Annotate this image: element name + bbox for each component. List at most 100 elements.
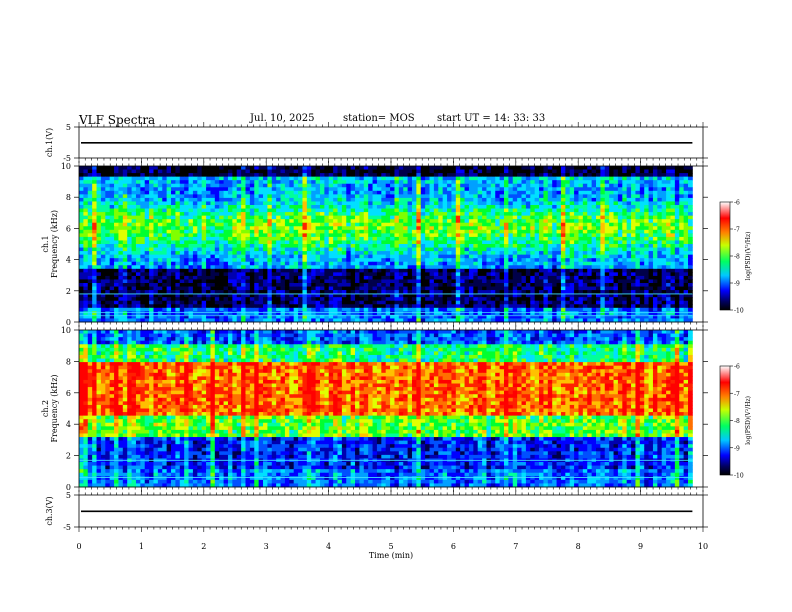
spectrogram-cell: [280, 212, 286, 217]
spectrogram-cell: [512, 197, 518, 202]
spectrogram-cell: [574, 251, 579, 256]
spectrogram-cell: [460, 240, 465, 245]
spectrogram-cell: [289, 219, 295, 224]
spectrogram-cell: [92, 166, 97, 170]
spectrogram-cell: [385, 261, 391, 266]
spectrogram-cell: [447, 254, 452, 259]
spectrogram-cell: [596, 240, 601, 245]
spectrogram-cell: [289, 180, 295, 185]
spectrogram-cell: [96, 233, 102, 238]
spectrogram-cell: [171, 219, 176, 224]
spectrogram-cell: [508, 265, 514, 270]
spectrogram-cell: [298, 268, 303, 273]
spectrogram-cell: [635, 194, 641, 199]
spectrogram-cell: [626, 265, 632, 270]
spectrogram-cell: [135, 201, 141, 206]
spectrogram-cell: [214, 176, 220, 181]
spectrogram-cell: [477, 244, 483, 248]
spectrogram-cell: [622, 247, 628, 252]
spectrogram-cell: [140, 254, 146, 259]
spectrogram-cell: [87, 247, 93, 252]
spectrogram-cell: [683, 283, 689, 287]
spectrogram-cell: [122, 283, 128, 287]
spectrogram-cell: [556, 208, 562, 213]
spectrogram-cell: [429, 265, 435, 270]
spectrogram-cell: [311, 173, 316, 178]
spectrogram-cell: [390, 247, 395, 252]
spectrogram-cell: [114, 180, 119, 185]
spectrogram-cell: [679, 219, 685, 224]
spectrogram-cell: [613, 187, 619, 192]
spectrogram-cell: [92, 208, 97, 213]
spectrogram-cell: [468, 205, 474, 209]
spectrogram-cell: [578, 208, 584, 213]
spectrogram-cell: [355, 215, 360, 220]
spectrogram-cell: [657, 261, 663, 266]
spectrogram-cell: [284, 166, 290, 170]
spectrogram-cell: [455, 219, 461, 224]
spectrogram-cell: [574, 229, 579, 234]
spectrogram-cell: [609, 166, 614, 170]
spectrogram-cell: [635, 205, 641, 209]
spectrogram-cell: [359, 197, 365, 202]
spectrogram-cell: [670, 197, 676, 202]
spectrogram-cell: [666, 222, 671, 227]
spectrogram-cell: [105, 229, 111, 234]
spectrogram-cell: [284, 247, 290, 252]
spectrogram-cell: [508, 236, 514, 241]
spectrogram-cell: [582, 279, 588, 284]
spectrogram-cell: [451, 201, 457, 206]
spectrogram-cell: [179, 212, 185, 217]
spectrogram-cell: [648, 244, 654, 248]
spectrogram-cell: [254, 166, 260, 170]
spectrogram-cell: [390, 190, 395, 195]
spectrogram-cell: [315, 201, 321, 206]
spectrogram-cell: [249, 233, 255, 238]
spectrogram-cell: [254, 240, 260, 245]
spectrogram-cell: [245, 208, 251, 213]
spectrogram-cell: [96, 190, 102, 195]
spectrogram-cell: [179, 258, 185, 263]
spectrogram-cell: [249, 226, 255, 231]
spectrogram-cell: [100, 187, 106, 192]
spectrogram-cell: [368, 222, 373, 227]
spectrogram-cell: [447, 275, 452, 280]
spectrogram-cell: [604, 205, 610, 209]
spectrogram-cell: [666, 219, 671, 224]
spectrogram-cell: [420, 229, 426, 234]
spectrogram-cell: [482, 272, 487, 277]
spectrogram-cell: [192, 173, 198, 178]
spectrogram-cell: [587, 173, 593, 178]
spectrogram-cell: [582, 229, 588, 234]
spectrogram-cell: [324, 219, 330, 224]
spectrogram-cell: [184, 283, 189, 287]
spectrogram-cell: [455, 169, 461, 174]
spectrogram-cell: [289, 247, 295, 252]
spectrogram-cell: [376, 261, 382, 266]
spectrogram-cell: [411, 265, 417, 270]
spectrogram-cell: [135, 226, 141, 231]
spectrogram-cell: [622, 226, 628, 231]
spectrogram-cell: [473, 272, 479, 277]
spectrogram-cell: [324, 226, 330, 231]
spectrogram-cell: [376, 208, 382, 213]
spectrogram-cell: [569, 265, 575, 270]
spectrogram-cell: [241, 201, 246, 206]
spectrogram-cell: [315, 279, 321, 284]
spectrogram-cell: [451, 176, 457, 181]
spectrogram-cell: [644, 226, 649, 231]
spectrogram-cell: [219, 183, 224, 188]
spectrogram-cell: [144, 261, 150, 266]
spectrogram-cell: [223, 247, 229, 252]
spectrogram-cell: [495, 222, 501, 227]
spectrogram-cell: [547, 236, 553, 241]
spectrogram-cell: [149, 226, 154, 231]
spectrogram-cell: [79, 219, 84, 224]
spectrogram-cell: [306, 240, 312, 245]
spectrogram-cell: [232, 201, 238, 206]
spectrogram-cell: [468, 236, 474, 241]
spectrogram-cell: [543, 233, 549, 238]
spectrogram-cell: [499, 219, 505, 224]
spectrogram-cell: [503, 283, 509, 287]
spectrogram-cell: [613, 173, 619, 178]
